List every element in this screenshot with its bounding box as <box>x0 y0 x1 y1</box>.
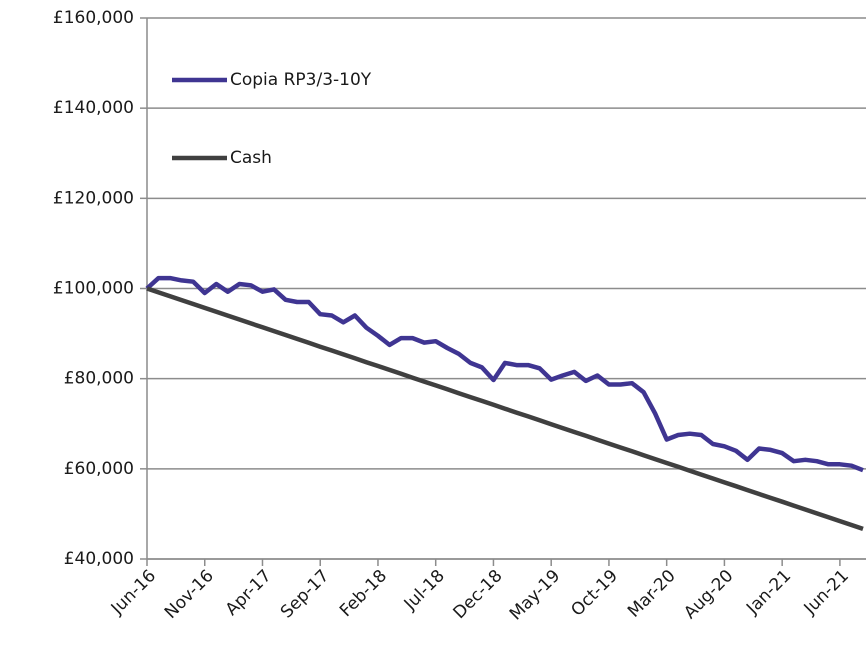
y-tick-label: £100,000 <box>53 279 134 299</box>
legend-label: Cash <box>230 148 272 168</box>
series-line <box>145 275 864 473</box>
x-tick-label: Nov-16 <box>161 566 218 623</box>
x-tick-label: Aug-20 <box>680 566 737 623</box>
legend-label: Copia RP3/3-10Y <box>230 70 372 90</box>
x-tick-label: Oct-19 <box>567 566 622 621</box>
x-tick-label: Feb-18 <box>336 566 391 621</box>
y-tick-label: £60,000 <box>64 459 134 479</box>
x-tick-label: Sep-17 <box>277 566 333 622</box>
x-tick-label: Jun-21 <box>800 566 853 619</box>
x-tick-label: Apr-17 <box>222 566 276 620</box>
x-tick-label: Dec-18 <box>449 566 506 623</box>
x-tick-label: Mar-20 <box>624 566 680 622</box>
y-tick-label: £140,000 <box>53 98 134 118</box>
x-tick-label: May-19 <box>506 566 564 624</box>
y-tick-label: £120,000 <box>53 188 134 208</box>
y-tick-label: £40,000 <box>64 549 134 569</box>
x-tick-label: Jan-21 <box>742 566 795 619</box>
x-tick-label: Jul-18 <box>400 566 449 615</box>
y-tick-label: £80,000 <box>64 369 134 389</box>
x-tick-label: Jun-16 <box>107 566 160 619</box>
series-line <box>146 286 864 532</box>
y-tick-label: £160,000 <box>53 8 134 28</box>
